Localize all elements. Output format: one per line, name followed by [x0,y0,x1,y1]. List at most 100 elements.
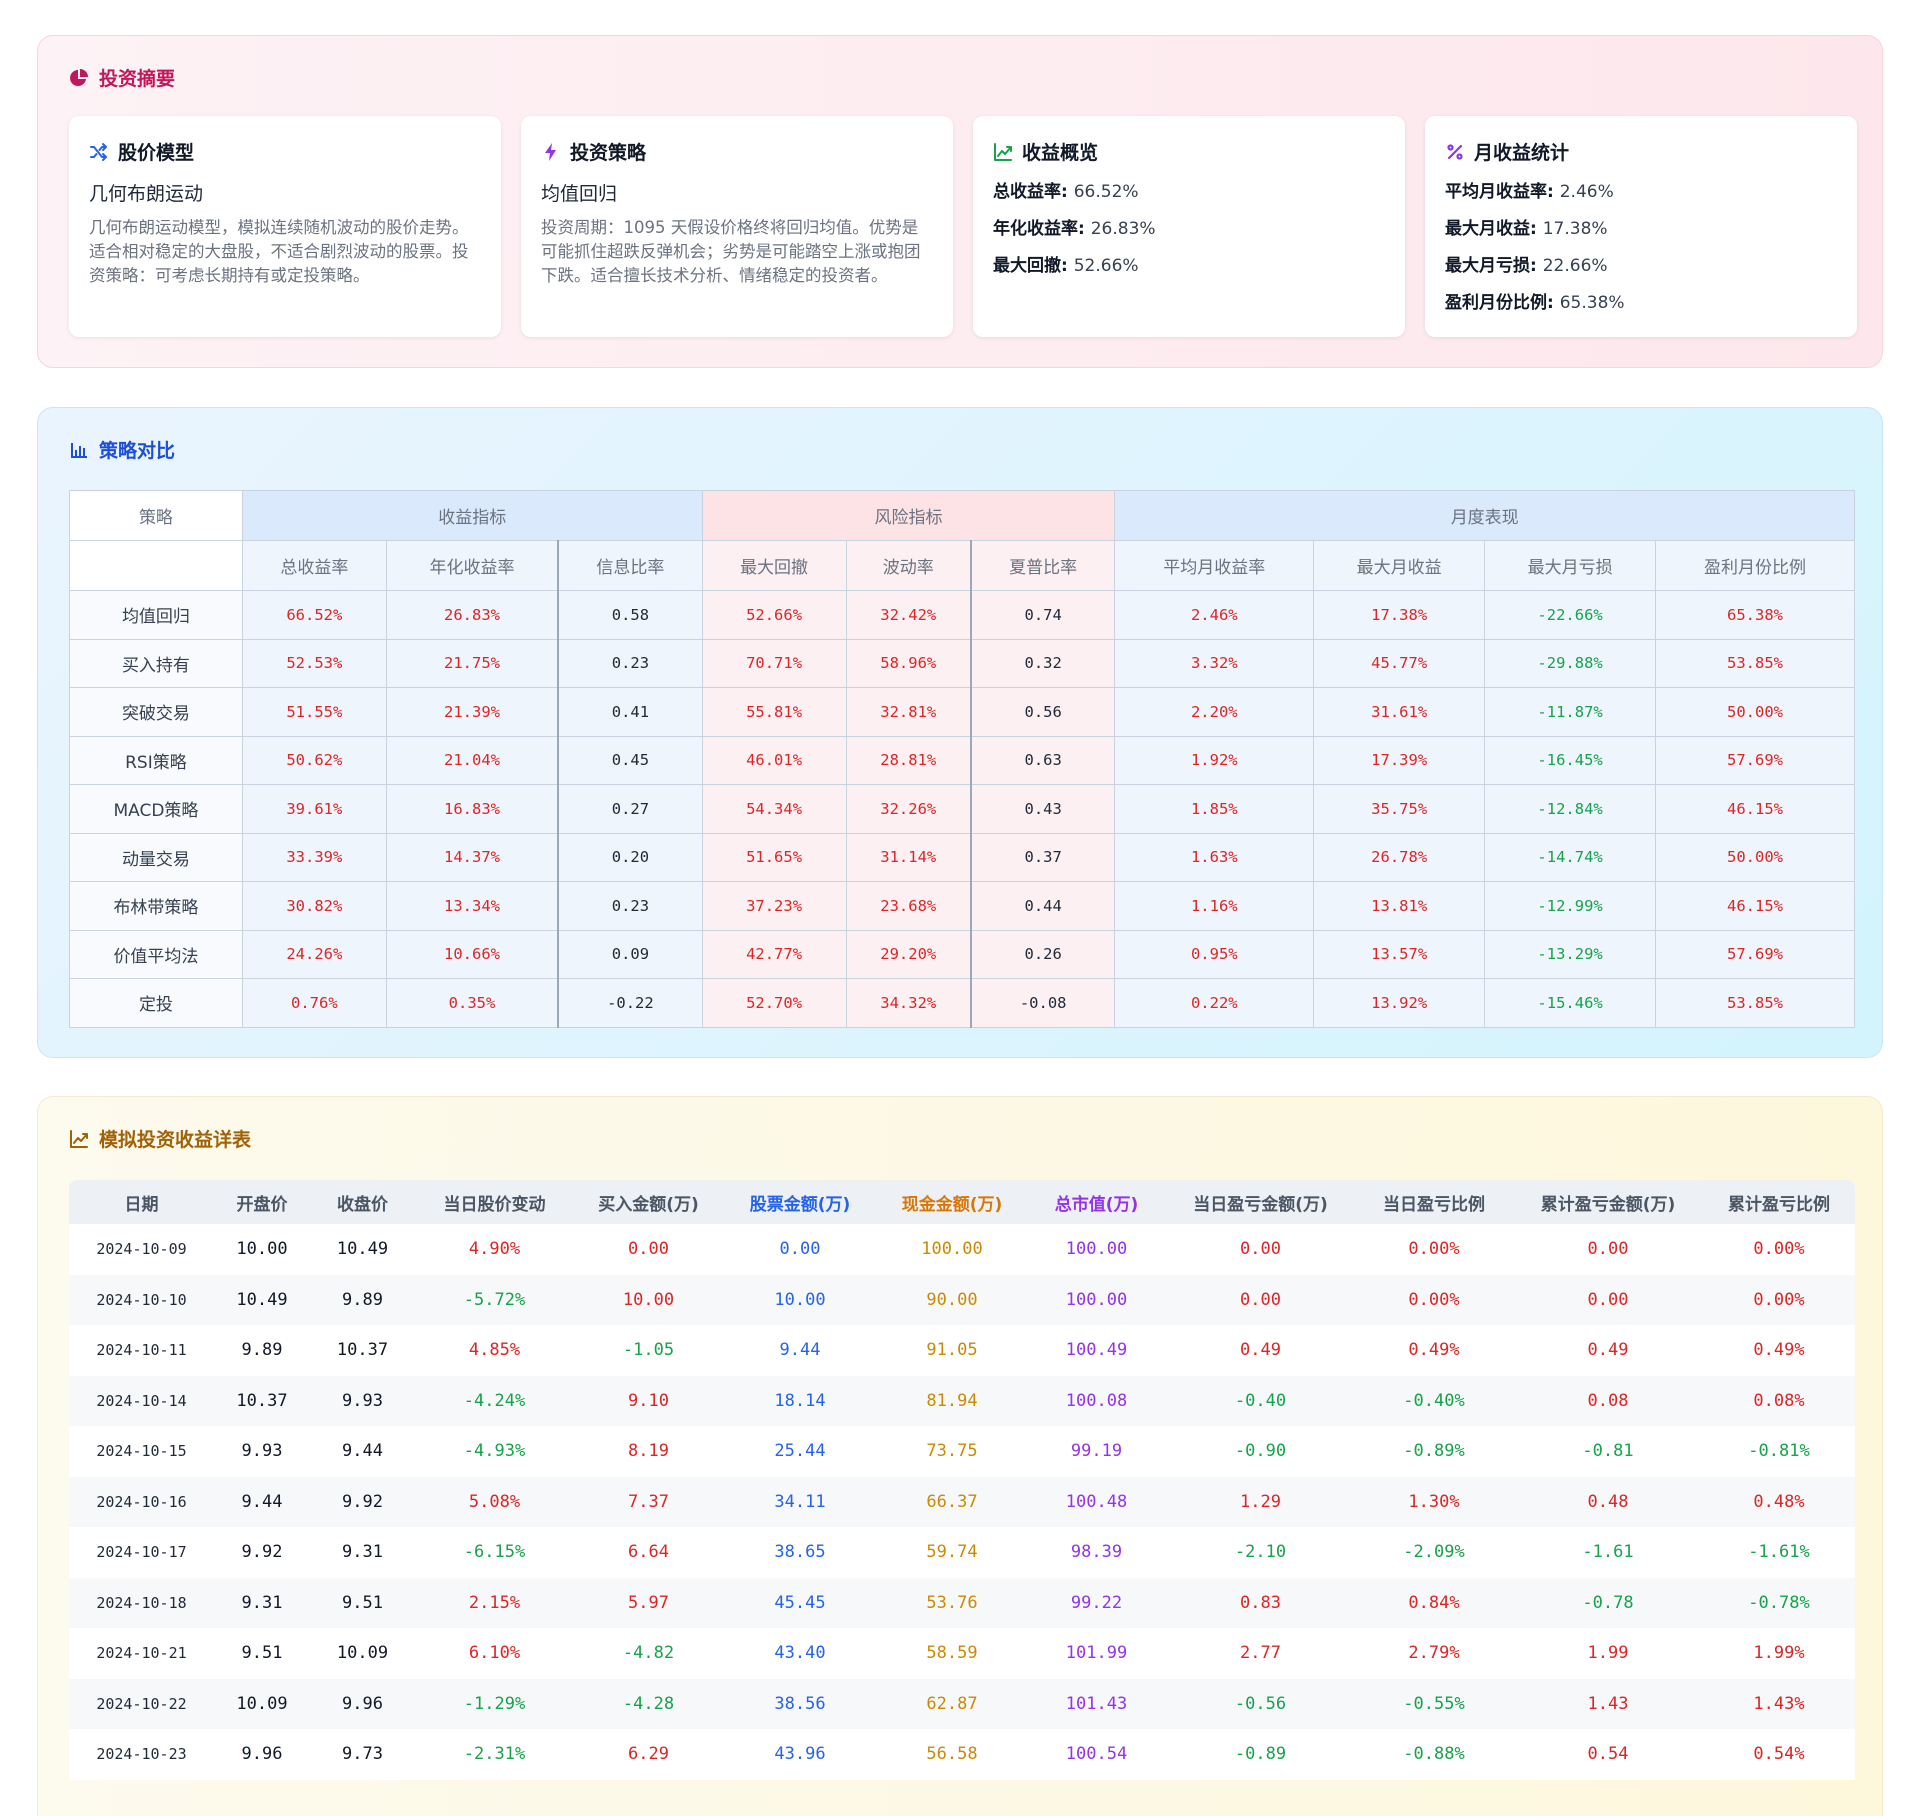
detail-cell: 100.48 [1027,1476,1166,1527]
detail-cell: 43.40 [723,1628,877,1679]
detail-cell: -5.72% [415,1274,574,1325]
detail-cell: 6.10% [415,1628,574,1679]
detail-cell: 9.44 [723,1325,877,1376]
detail-cell: 1.29 [1166,1476,1355,1527]
detail-cell: 0.54 [1513,1729,1703,1780]
compare-cell: 0.32 [969,638,1116,688]
detail-cell: 45.45 [723,1577,877,1628]
detail-cell: 7.37 [574,1476,723,1527]
compare-cell: 14.37% [385,832,559,882]
compare-cell: -12.99% [1484,881,1657,931]
detail-cell: -0.78 [1513,1577,1703,1628]
compare-cell: 0.63 [969,735,1116,785]
compare-cell: 3.32% [1114,638,1315,688]
compare-cell: 32.26% [845,784,972,834]
detail-cell: 9.92 [310,1476,415,1527]
compare-cell: 0.58 [557,590,703,640]
detail-col-header: 当日股价变动 [415,1180,574,1224]
detail-cell: 73.75 [877,1426,1027,1477]
compare-cell: 17.38% [1313,590,1486,640]
strategy-name: 买入持有 [69,638,243,688]
detail-cell: 0.49% [1703,1325,1855,1376]
compare-cell: 65.38% [1655,590,1855,640]
detail-cell: 9.96 [214,1729,310,1780]
detail-cell: -0.55% [1355,1678,1513,1729]
detail-section: 模拟投资收益详表 日期 开盘价 收盘价 当日股价变动 买入金额(万) 股票金额(万) 现金金… [37,1096,1883,1816]
detail-cell: 0.54% [1703,1729,1855,1780]
detail-cell: 0.08 [1513,1375,1703,1426]
compare-title: 策略对比 [69,436,175,463]
stat-profit-month-ratio: 盈利月份比例: 65.38% [1445,293,1625,313]
compare-cell: 13.34% [385,881,559,931]
summary-cards: 股价模型 几何布朗运动 几何布朗运动模型，模拟连续随机波动的股价走势。适合相对稳… [69,116,1857,337]
compare-cell: 37.23% [701,881,847,931]
trend-up-icon [994,142,1012,161]
detail-cell: 62.87 [877,1678,1027,1729]
compare-cell: 1.85% [1114,784,1315,834]
detail-cell: 9.31 [310,1527,415,1578]
compare-cell: 0.35% [385,978,559,1028]
detail-row: 2024-10-22 10.09 9.96 -1.29% -4.28 38.56 62.87… [69,1678,1855,1729]
detail-cell: 100.49 [1027,1325,1166,1376]
detail-cell: 9.10 [574,1375,723,1426]
header-empty [69,540,243,591]
strategy-compare-table: 策略 收益指标 风险指标 月度表现 总收益率 年化收益率 信息比率 最大回撤 波动率 夏普… [69,490,1855,1028]
compare-cell: 57.69% [1655,735,1855,785]
detail-col-header: 累计盈亏金额(万) [1513,1180,1703,1224]
stat-total-return: 总收益率: 66.52% [993,182,1139,202]
strategy-name: 动量交易 [69,832,243,882]
compare-row: 定投 0.76% 0.35% -0.22 52.70% 34.32% -0.08 0.22% 1… [69,978,1855,1028]
monthly-card: 月收益统计 平均月收益率: 2.46% 最大月收益: 17.38% 最大月亏损:… [1425,116,1857,337]
compare-cell: -22.66% [1484,590,1657,640]
detail-cell: 10.49 [214,1274,310,1325]
detail-cell: 0.49% [1355,1325,1513,1376]
detail-cell: 2.79% [1355,1628,1513,1679]
compare-cell: 58.96% [845,638,972,688]
detail-cell: 1.43% [1703,1678,1855,1729]
detail-cell: 0.84% [1355,1577,1513,1628]
compare-cell: 35.75% [1313,784,1486,834]
detail-cell: 56.58 [877,1729,1027,1780]
detail-cell: 10.00 [723,1274,877,1325]
detail-cell: 9.31 [214,1577,310,1628]
detail-cell: 9.73 [310,1729,415,1780]
compare-cell: -16.45% [1484,735,1657,785]
detail-cell: 0.00 [1166,1224,1355,1275]
detail-cell: 0.83 [1166,1577,1355,1628]
strategy-name: 突破交易 [69,687,243,737]
compare-row: RSI策略 50.62% 21.04% 0.45 46.01% 28.81% 0.63 1.9… [69,735,1855,785]
compare-cell: 13.57% [1313,929,1486,979]
bar-chart-icon [71,442,87,458]
percent-icon [1447,143,1463,160]
compare-cell: 0.76% [241,978,387,1028]
compare-cell: 0.23 [557,638,703,688]
stat-annual-return: 年化收益率: 26.83% [993,219,1156,239]
detail-cell: 98.39 [1027,1527,1166,1578]
detail-cell: 10.00 [214,1224,310,1275]
detail-cell: 2024-10-09 [69,1224,214,1275]
detail-row: 2024-10-14 10.37 9.93 -4.24% 9.10 18.14 81.94 1… [69,1375,1855,1426]
detail-cell: -0.81% [1703,1426,1855,1477]
compare-cell: 45.77% [1313,638,1486,688]
compare-row: 动量交易 33.39% 14.37% 0.20 51.65% 31.14% 0.37 1.63… [69,832,1855,882]
compare-col-header: 总收益率 [241,540,387,591]
compare-cell: 34.32% [845,978,972,1028]
compare-cell: 52.66% [701,590,847,640]
stat-max-drawdown: 最大回撤: 52.66% [993,256,1139,276]
detail-cell: 1.30% [1355,1476,1513,1527]
compare-cell: 1.63% [1114,832,1315,882]
detail-row: 2024-10-17 9.92 9.31 -6.15% 6.64 38.65 59.74 98… [69,1527,1855,1578]
compare-cell: 26.83% [385,590,559,640]
compare-cell: 2.20% [1114,687,1315,737]
detail-cell: 2024-10-14 [69,1375,214,1426]
detail-cell: -0.90 [1166,1426,1355,1477]
detail-title: 模拟投资收益详表 [69,1125,251,1152]
compare-cell: 53.85% [1655,638,1855,688]
compare-cell: 46.15% [1655,784,1855,834]
detail-col-header: 日期 [69,1180,214,1224]
compare-cell: 32.42% [845,590,972,640]
investment-detail-table: 日期 开盘价 收盘价 当日股价变动 买入金额(万) 股票金额(万) 现金金额(万) 总市值(万… [69,1180,1855,1780]
compare-cell: 1.16% [1114,881,1315,931]
detail-cell: 2.77 [1166,1628,1355,1679]
detail-cell: 9.96 [310,1678,415,1729]
